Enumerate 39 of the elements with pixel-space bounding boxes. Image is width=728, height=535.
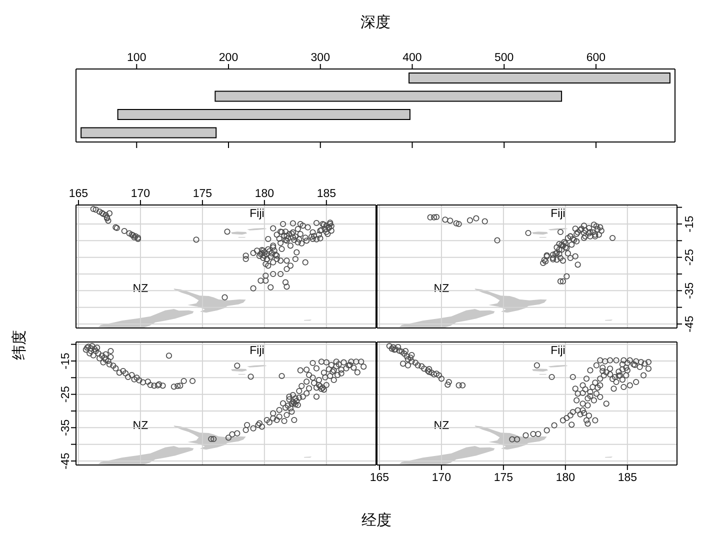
y-tick-label: -45 bbox=[684, 316, 696, 332]
x-tick-label: 175 bbox=[494, 472, 514, 484]
x-tick-label: 300 bbox=[310, 52, 330, 64]
x-axis-title: 深度 bbox=[360, 13, 392, 33]
x-axis-title: 经度 bbox=[360, 511, 392, 531]
x-tick-label: 400 bbox=[402, 52, 422, 64]
bar bbox=[408, 72, 670, 84]
annotation: Fiji bbox=[250, 345, 264, 357]
x-tick-label: 180 bbox=[556, 472, 576, 484]
y-tick-label: -15 bbox=[684, 216, 696, 232]
annotation: NZ bbox=[434, 283, 450, 295]
y-axis-title: 纬度 bbox=[10, 329, 29, 362]
annotation: NZ bbox=[132, 283, 148, 295]
annotation: NZ bbox=[132, 420, 148, 432]
annotation: NZ bbox=[434, 420, 450, 432]
bar bbox=[214, 90, 562, 102]
y-tick-label: -35 bbox=[684, 282, 696, 299]
x-tick-label: 600 bbox=[586, 52, 606, 64]
x-tick-label: 165 bbox=[370, 472, 390, 484]
x-tick-label: 170 bbox=[130, 188, 150, 200]
annotation: Fiji bbox=[250, 208, 264, 220]
x-tick-label: 200 bbox=[218, 52, 238, 64]
y-tick-label: -45 bbox=[60, 452, 72, 470]
y-tick-label: -25 bbox=[60, 386, 72, 403]
bar bbox=[117, 109, 410, 120]
x-tick-label: 185 bbox=[618, 472, 638, 484]
x-tick-label: 165 bbox=[68, 188, 88, 200]
x-tick-label: 185 bbox=[316, 188, 336, 200]
annotation: Fiji bbox=[550, 345, 566, 357]
x-tick-label: 500 bbox=[494, 52, 514, 64]
bar bbox=[80, 127, 217, 138]
x-tick-label: 175 bbox=[192, 188, 212, 200]
y-tick-label: -35 bbox=[60, 419, 72, 436]
annotation: Fiji bbox=[550, 208, 566, 220]
x-tick-label: 100 bbox=[127, 52, 146, 64]
x-tick-label: 170 bbox=[432, 472, 452, 484]
y-tick-label: -25 bbox=[684, 249, 696, 266]
x-tick-label: 180 bbox=[254, 188, 274, 200]
y-tick-label: -15 bbox=[60, 352, 72, 370]
